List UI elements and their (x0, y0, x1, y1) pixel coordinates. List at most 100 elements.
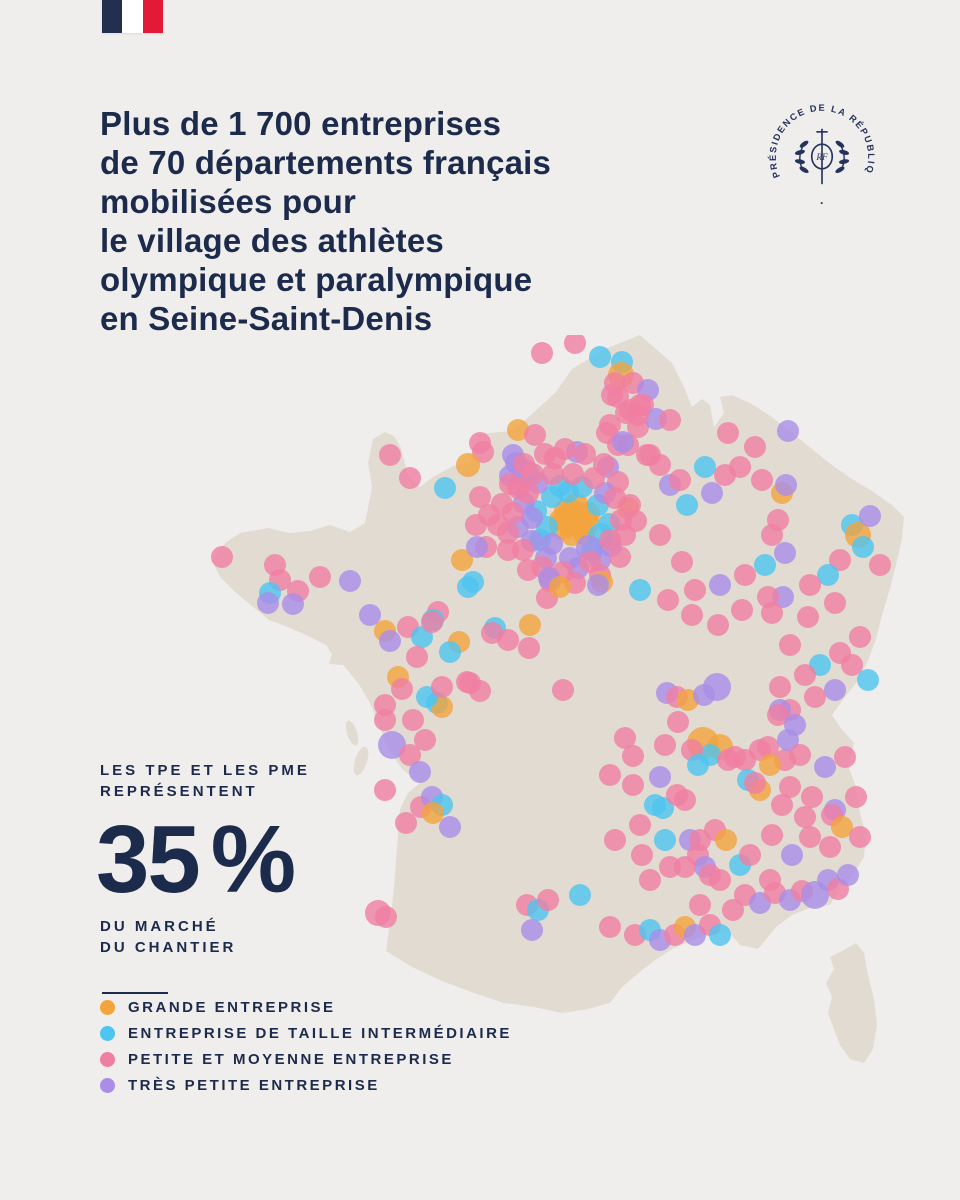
title-line: mobilisées pour (100, 183, 357, 220)
company-dot (601, 384, 623, 406)
company-dot (693, 684, 715, 706)
legend-dot-pink (100, 1051, 115, 1067)
company-dot (829, 549, 851, 571)
legend-dot-cyan (100, 1025, 115, 1041)
company-dot (754, 554, 776, 576)
company-dot (524, 424, 546, 446)
title-line: en Seine-Saint-Denis (100, 300, 433, 337)
company-dot (714, 464, 736, 486)
company-dot (701, 482, 723, 504)
company-dot (472, 441, 494, 463)
svg-text:PRÉSIDENCE DE LA RÉPUBLIQUE: PRÉSIDENCE DE LA RÉPUBLIQUE (763, 98, 876, 179)
stats-caption-line1: DU MARCHÉ (100, 918, 219, 935)
company-dot (831, 816, 853, 838)
legend-item-eti: ENTREPRISE DE TAILLE INTERMÉDIAIRE (100, 1020, 512, 1046)
company-dot (406, 646, 428, 668)
stats-intro-line1: LES TPE ET LES PME (100, 762, 310, 779)
company-dot (689, 894, 711, 916)
company-dot (537, 889, 559, 911)
company-dot (777, 420, 799, 442)
company-dot (399, 467, 421, 489)
company-dot (627, 404, 649, 426)
company-dot (499, 473, 521, 495)
company-dot (659, 409, 681, 431)
company-dot (614, 727, 636, 749)
company-dot (409, 761, 431, 783)
company-dot (799, 826, 821, 848)
company-dot (599, 764, 621, 786)
company-dot (631, 844, 653, 866)
legend-label: TRÈS PETITE ENTREPRISE (128, 1076, 380, 1094)
company-dot (759, 754, 781, 776)
legend-label: ENTREPRISE DE TAILLE INTERMÉDIAIRE (128, 1024, 512, 1042)
seal-circular-text: PRÉSIDENCE DE LA RÉPUBLIQUE (763, 98, 875, 179)
company-dot (694, 456, 716, 478)
company-dot (669, 469, 691, 491)
company-dot (375, 906, 397, 928)
seal-emblem (794, 128, 850, 185)
company-dot (775, 474, 797, 496)
french-flag (102, 0, 163, 33)
company-dot (379, 630, 401, 652)
company-dot (707, 614, 729, 636)
company-dot (439, 641, 461, 663)
company-dot (282, 593, 304, 615)
company-dot (779, 776, 801, 798)
company-dot (649, 766, 671, 788)
ile-de-re-shape (345, 720, 359, 746)
company-dot (557, 481, 579, 503)
legend-item-tpe: TRÈS PETITE ENTREPRISE (100, 1072, 512, 1098)
company-dot (734, 564, 756, 586)
company-dot (652, 797, 674, 819)
company-dot (709, 869, 731, 891)
company-dot (852, 536, 874, 558)
company-dot (649, 524, 671, 546)
company-dot (722, 899, 744, 921)
company-dot (636, 444, 658, 466)
company-dot (744, 772, 766, 794)
company-dot (465, 514, 487, 536)
title-line: olympique et paralympique (100, 261, 533, 298)
company-dot (829, 642, 851, 664)
company-dot (622, 745, 644, 767)
company-dot (542, 463, 564, 485)
company-dot (422, 802, 444, 824)
company-dot (774, 542, 796, 564)
company-dot (674, 856, 696, 878)
company-dot (751, 469, 773, 491)
company-dot (513, 453, 535, 475)
divider-line (102, 992, 168, 994)
company-dot (466, 536, 488, 558)
company-dot (457, 576, 479, 598)
company-dot (814, 756, 836, 778)
corsica-shape (826, 943, 877, 1063)
company-dot (797, 606, 819, 628)
page-title: Plus de 1 700 entreprises de 70 départem… (100, 104, 551, 338)
flag-stripe-white (122, 0, 143, 33)
stats-intro-line2: REPRÉSENTENT (100, 783, 258, 800)
company-dot (819, 836, 841, 858)
company-dot (517, 559, 539, 581)
company-dot (339, 570, 361, 592)
company-dot (757, 736, 779, 758)
company-dot (849, 626, 871, 648)
company-dot (709, 574, 731, 596)
company-dot (622, 774, 644, 796)
company-dot (824, 592, 846, 614)
legend-label: GRANDE ENTREPRISE (128, 998, 336, 1016)
france-map (211, 335, 904, 1063)
company-dot (781, 844, 803, 866)
company-dot (402, 709, 424, 731)
company-dot (794, 664, 816, 686)
company-dot (531, 342, 553, 364)
company-dot (451, 549, 473, 571)
company-dot (689, 829, 711, 851)
company-dot (604, 829, 626, 851)
company-dot (518, 637, 540, 659)
company-dot (374, 709, 396, 731)
company-dot (421, 611, 443, 633)
stats-percentage: 35% (96, 812, 370, 908)
legend-dot-orange (100, 999, 115, 1015)
company-dot (456, 671, 478, 693)
company-dot (834, 746, 856, 768)
